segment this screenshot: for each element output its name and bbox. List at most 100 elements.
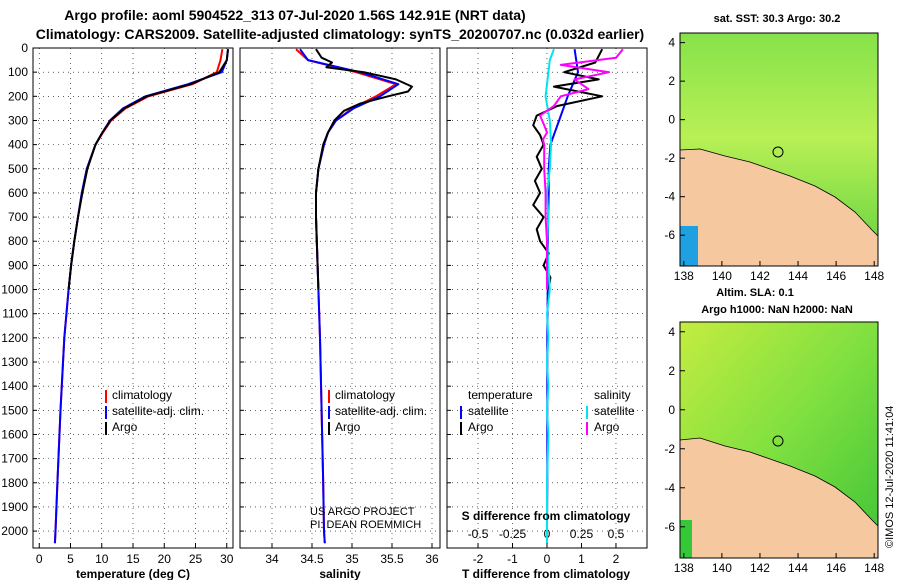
x-tick-label: 36 bbox=[425, 552, 439, 566]
legend-satellite-label: satellite-adj. clim. bbox=[335, 404, 427, 418]
depth-label: 1900 bbox=[1, 500, 28, 514]
x-tick-label: 35 bbox=[345, 552, 359, 566]
map-x-tick-label: 144 bbox=[788, 561, 808, 575]
legend-sal-header: salinity bbox=[594, 388, 631, 402]
map-y-tick-label: 4 bbox=[668, 36, 675, 50]
depth-label: 700 bbox=[8, 210, 28, 224]
legend-temp-header: temperature bbox=[468, 388, 533, 402]
legend-satellite-label: satellite-adj. clim. bbox=[112, 404, 204, 418]
s-tick-label: -0.25 bbox=[499, 527, 527, 541]
sla-map-float-marker bbox=[772, 435, 784, 447]
sla-map-title: Argo h1000: NaN h2000: NaN bbox=[701, 304, 853, 316]
map-x-tick-label: 142 bbox=[750, 561, 770, 575]
depth-label: 500 bbox=[8, 162, 28, 176]
x-tick-label: 34 bbox=[265, 552, 279, 566]
map-y-tick-label: 0 bbox=[668, 113, 675, 127]
depth-label: 600 bbox=[8, 186, 28, 200]
x-tick-label: 1 bbox=[578, 552, 585, 566]
difference-x-ticks: -2 -1 0 1 2 bbox=[473, 543, 620, 566]
depth-tick-labels: 0 100 200 300 400 500 600 700 800 900 1000 1100 1200… bbox=[1, 41, 28, 538]
credit-pi: PI: DEAN ROEMMICH bbox=[310, 519, 421, 531]
temperature-x-label: temperature (deg C) bbox=[76, 567, 190, 580]
depth-label: 1400 bbox=[1, 379, 28, 393]
map-x-tick-label: 144 bbox=[788, 269, 808, 283]
x-tick-label: 34.5 bbox=[300, 552, 324, 566]
map-x-tick-label: 140 bbox=[712, 269, 732, 283]
map-y-tick-label: 2 bbox=[668, 74, 675, 88]
t-difference-label: T difference from climatology bbox=[462, 567, 630, 580]
figure-title-line1: Argo profile: aoml 5904522_313 07-Jul-20… bbox=[64, 7, 525, 23]
map-x-tick-label: 148 bbox=[864, 269, 884, 283]
temperature-grid bbox=[33, 47, 233, 548]
x-tick-label: 0 bbox=[544, 552, 551, 566]
difference-panel: -2 -1 0 1 2 -0.5 -0.25 0 0.25 0.5 S difference f… bbox=[446, 47, 648, 580]
salinity-legend: climatology satellite-adj. clim. Argo bbox=[328, 388, 427, 435]
sla-map-shallow-water bbox=[680, 520, 692, 558]
s-tick-label: 0.5 bbox=[608, 527, 625, 541]
depth-label: 400 bbox=[8, 138, 28, 152]
depth-label: 300 bbox=[8, 113, 28, 127]
depth-label: 1000 bbox=[1, 283, 28, 297]
depth-label: 200 bbox=[8, 89, 28, 103]
difference-legend: temperature satellite Argo salinity sate… bbox=[460, 388, 635, 435]
depth-label: 1300 bbox=[1, 355, 28, 369]
depth-label: 1800 bbox=[1, 476, 28, 490]
temperature-legend: climatology satellite-adj. clim. Argo bbox=[105, 388, 204, 435]
depth-label: 1100 bbox=[2, 307, 28, 321]
temperature-x-ticks: 0 5 10 15 20 25 30 bbox=[36, 543, 234, 566]
depth-label: 1200 bbox=[1, 331, 28, 345]
map-y-tick-label: -2 bbox=[664, 442, 675, 456]
depth-label: 100 bbox=[8, 65, 28, 79]
map-x-tick-label: 142 bbox=[750, 269, 770, 283]
legend-argo-label: Argo bbox=[335, 420, 361, 434]
legend-s-satellite-label: satellite bbox=[594, 404, 635, 418]
sst-map-float-marker bbox=[772, 146, 784, 158]
sla-map-ticks: 138 140 142 144 146 148 4 2 0 -2 -4 -6 bbox=[664, 325, 884, 575]
map-y-tick-label: 2 bbox=[668, 364, 675, 378]
salinity-plot-frame bbox=[239, 47, 441, 549]
temperature-lines bbox=[53, 49, 229, 544]
legend-t-satellite-label: satellite bbox=[468, 404, 509, 418]
map-x-tick-label: 146 bbox=[826, 561, 846, 575]
s-difference-label: S difference from climatology bbox=[462, 509, 631, 523]
salinity-x-ticks: 34 34.5 35 35.5 36 bbox=[265, 543, 439, 566]
sst-map-ticks: 138 140 142 144 146 148 4 2 0 -2 -4 -6 bbox=[664, 36, 884, 283]
depth-label: 1600 bbox=[1, 427, 28, 441]
legend-climatology-label: climatology bbox=[112, 388, 172, 402]
series-line-s-argo bbox=[539, 48, 624, 290]
sst-map: sat. SST: 30.3 Argo: 30.2 138 140 142 144 14… bbox=[664, 13, 884, 299]
credit-project: US ARGO PROJECT bbox=[310, 506, 415, 518]
map-y-tick-label: -4 bbox=[664, 190, 675, 204]
x-tick-label: 25 bbox=[189, 552, 203, 566]
sst-map-frame bbox=[679, 32, 879, 267]
map-x-tick-label: 148 bbox=[864, 561, 884, 575]
salinity-grid bbox=[240, 47, 440, 548]
sla-caption: Altim. SLA: 0.1 bbox=[716, 287, 794, 299]
x-tick-label: 10 bbox=[95, 552, 109, 566]
sst-map-shallow-water bbox=[680, 226, 698, 266]
sla-map: Argo h1000: NaN h2000: NaN 138 140 142 144 1… bbox=[664, 304, 884, 575]
map-x-tick-label: 138 bbox=[674, 269, 694, 283]
map-y-tick-label: -6 bbox=[664, 228, 675, 242]
series-line-argo bbox=[315, 48, 413, 290]
map-x-tick-label: 138 bbox=[674, 561, 694, 575]
map-x-tick-label: 146 bbox=[826, 269, 846, 283]
legend-climatology-label: climatology bbox=[335, 388, 395, 402]
legend-t-argo-label: Argo bbox=[468, 420, 494, 434]
s-tick-label: 0.25 bbox=[570, 527, 594, 541]
x-tick-label: 5 bbox=[67, 552, 74, 566]
depth-label: 1700 bbox=[1, 452, 28, 466]
salinity-panel: 34 34.5 35 35.5 36 salinity climatology sate… bbox=[239, 47, 441, 580]
map-y-tick-label: 4 bbox=[668, 325, 675, 339]
timestamp-text: ©IMOS 12-Jul-2020 11:41:04 bbox=[884, 406, 896, 548]
s-tick-label: -0.5 bbox=[468, 527, 489, 541]
legend-argo-label: Argo bbox=[112, 420, 138, 434]
x-tick-label: -1 bbox=[507, 552, 518, 566]
salinity-lines bbox=[295, 48, 413, 544]
x-tick-label: 0 bbox=[36, 552, 43, 566]
depth-label: 800 bbox=[8, 234, 28, 248]
figure-title-line2: Climatology: CARS2009. Satellite-adjuste… bbox=[36, 26, 644, 42]
map-x-tick-label: 140 bbox=[712, 561, 732, 575]
series-line-argo bbox=[67, 49, 229, 290]
